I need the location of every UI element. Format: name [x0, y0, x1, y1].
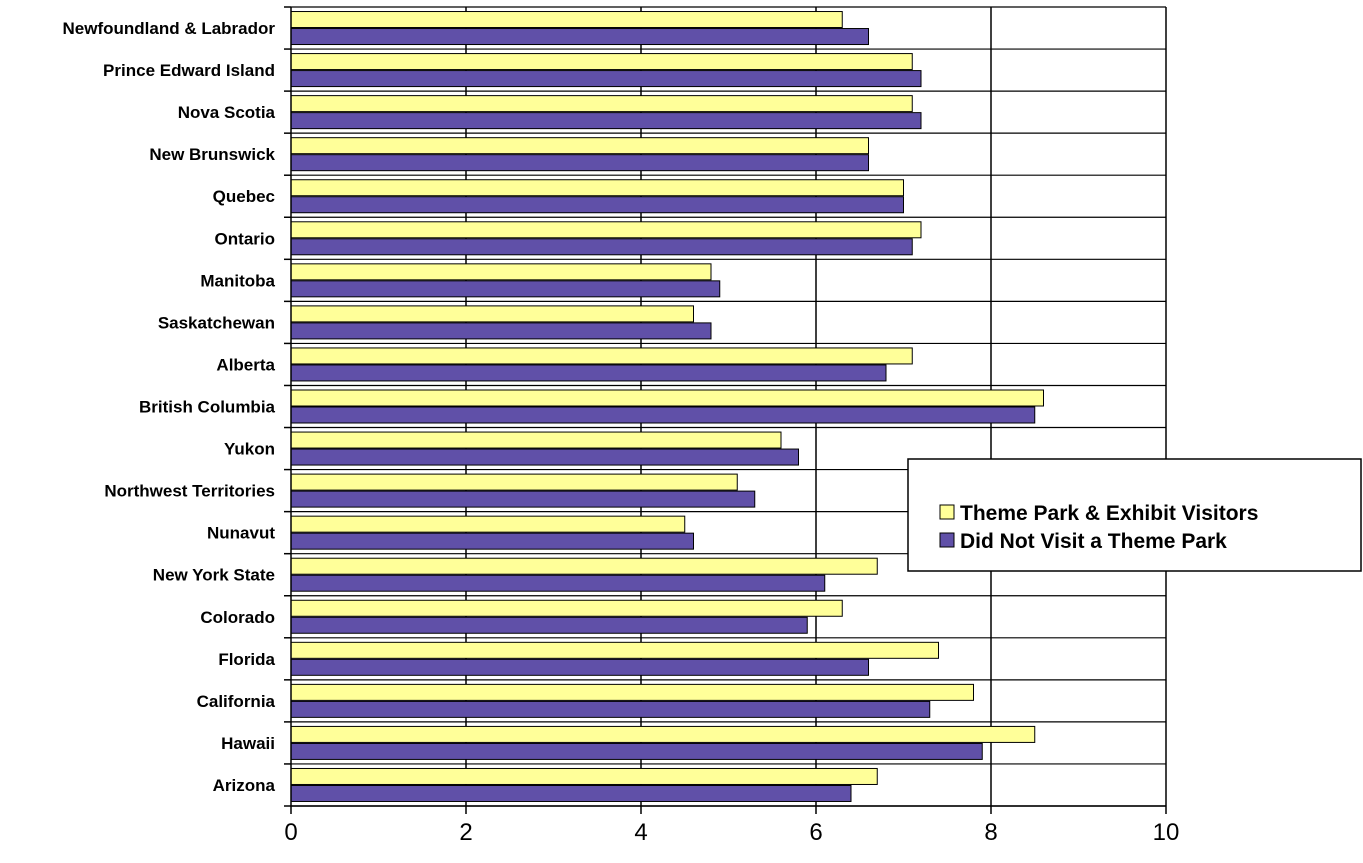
category-label-new-york-state: New York State: [153, 566, 275, 585]
x-tick-labels: 0 2 4 6 8 10: [284, 819, 1179, 846]
category-label-quebec: Quebec: [213, 187, 275, 206]
category-label-arizona: Arizona: [213, 776, 276, 795]
legend: Theme Park & Exhibit Visitors Did Not Vi…: [907, 458, 1362, 572]
bar-alberta-did-not-visit: [290, 364, 887, 382]
bars: [290, 11, 1044, 802]
category-label-saskatchewan: Saskatchewan: [158, 313, 275, 332]
bar-manitoba-theme-park-visitors: [290, 263, 712, 281]
category-label-prince-edward-island: Prince Edward Island: [103, 61, 275, 80]
bar-yukon-did-not-visit: [290, 448, 799, 466]
bar-hawaii-theme-park-visitors: [290, 725, 1036, 743]
bar-quebec-theme-park-visitors: [290, 179, 904, 197]
bar-northwest-territories-did-not-visit: [290, 490, 756, 508]
bar-arizona-theme-park-visitors: [290, 767, 878, 785]
category-label-california: California: [197, 692, 276, 711]
bar-california-did-not-visit: [290, 700, 931, 718]
legend-label-theme-park-visitors: Theme Park & Exhibit Visitors: [960, 502, 1258, 525]
legend-box: [907, 458, 1362, 572]
legend-swatch-did-not-visit: [939, 532, 955, 548]
bar-newfoundland-and-labrador-did-not-visit: [290, 28, 869, 46]
bar-new-york-state-theme-park-visitors: [290, 557, 878, 575]
category-label-hawaii: Hawaii: [221, 734, 275, 753]
bar-yukon-theme-park-visitors: [290, 431, 782, 449]
bar-new-brunswick-did-not-visit: [290, 154, 869, 172]
bar-nunavut-did-not-visit: [290, 532, 694, 550]
bar-ontario-did-not-visit: [290, 238, 913, 256]
category-label-newfoundland-and-labrador: Newfoundland & Labrador: [63, 19, 276, 38]
bar-florida-did-not-visit: [290, 658, 869, 676]
bar-newfoundland-and-labrador-theme-park-visitors: [290, 11, 843, 29]
bar-new-york-state-did-not-visit: [290, 574, 826, 592]
bar-colorado-did-not-visit: [290, 616, 808, 634]
category-label-manitoba: Manitoba: [200, 271, 275, 290]
axes: [284, 6, 1167, 814]
bar-california-theme-park-visitors: [290, 683, 974, 701]
bar-alberta-theme-park-visitors: [290, 347, 913, 365]
bar-manitoba-did-not-visit: [290, 280, 721, 298]
bar-british-columbia-did-not-visit: [290, 406, 1036, 424]
bar-saskatchewan-did-not-visit: [290, 322, 712, 340]
bar-nunavut-theme-park-visitors: [290, 515, 686, 533]
x-tick-label-10: 10: [1153, 819, 1180, 846]
category-label-nova-scotia: Nova Scotia: [178, 103, 276, 122]
category-label-northwest-territories: Northwest Territories: [104, 482, 275, 501]
bar-ontario-theme-park-visitors: [290, 221, 922, 239]
x-tick-label-4: 4: [634, 819, 647, 846]
category-labels: Newfoundland & Labrador Prince Edward Isl…: [63, 19, 276, 795]
legend-swatch-theme-park-visitors: [939, 504, 955, 520]
bar-nova-scotia-theme-park-visitors: [290, 95, 913, 113]
bar-british-columbia-theme-park-visitors: [290, 389, 1044, 407]
category-label-alberta: Alberta: [216, 355, 275, 374]
category-label-british-columbia: British Columbia: [139, 398, 276, 417]
category-label-florida: Florida: [218, 650, 275, 669]
x-tick-label-2: 2: [459, 819, 472, 846]
bar-northwest-territories-theme-park-visitors: [290, 473, 738, 491]
x-tick-label-6: 6: [809, 819, 822, 846]
bar-prince-edward-island-did-not-visit: [290, 70, 922, 88]
bar-quebec-did-not-visit: [290, 196, 904, 214]
category-label-yukon: Yukon: [224, 440, 275, 459]
legend-label-did-not-visit: Did Not Visit a Theme Park: [960, 530, 1227, 553]
x-tick-label-0: 0: [284, 819, 297, 846]
bar-prince-edward-island-theme-park-visitors: [290, 53, 913, 71]
bar-hawaii-did-not-visit: [290, 742, 983, 760]
category-label-ontario: Ontario: [215, 229, 275, 248]
category-label-nunavut: Nunavut: [207, 524, 275, 543]
category-label-new-brunswick: New Brunswick: [149, 145, 275, 164]
category-label-colorado: Colorado: [200, 608, 275, 627]
bar-saskatchewan-theme-park-visitors: [290, 305, 694, 323]
x-tick-label-8: 8: [984, 819, 997, 846]
bar-nova-scotia-did-not-visit: [290, 112, 922, 130]
bar-new-brunswick-theme-park-visitors: [290, 137, 869, 155]
bar-colorado-theme-park-visitors: [290, 599, 843, 617]
bar-florida-theme-park-visitors: [290, 641, 939, 659]
bar-arizona-did-not-visit: [290, 784, 852, 802]
